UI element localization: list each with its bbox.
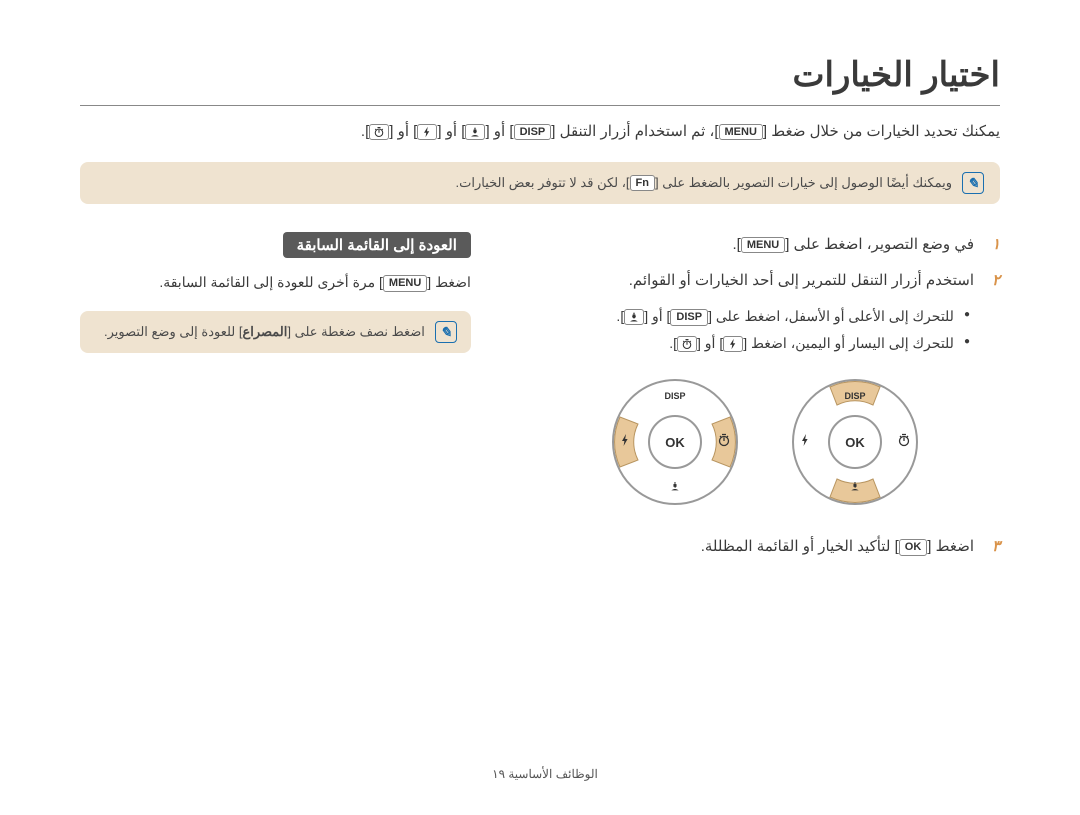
bullet-dot-2: ● [964,330,970,357]
intro-or1: أو [494,123,505,140]
step-2: ٢ استخدم أزرار التنقل للتمرير إلى أحد ال… [531,268,1000,294]
step3-after: لتأكيد الخيار أو القائمة المظللة. [701,538,891,555]
intro-text: يمكنك تحديد الخيارات من خلال ضغط [771,123,1000,140]
footer-page-number: ١٩ [492,767,505,781]
note1-pre: ويمكنك أيضًا الوصول إلى خيارات التصوير ب… [662,175,952,190]
flash-icon [417,124,437,140]
left-text2: مرة أخرى للعودة إلى القائمة السابقة. [159,274,375,290]
note1-after: ، لكن قد لا تتوفر بعض الخيارات. [456,175,626,190]
info-icon: ✎ [962,172,984,194]
step-num-3: ٣ [986,534,1000,560]
right-column: ١ في وضع التصوير، اضغط على [MENU]. ٢ است… [531,232,1000,570]
bullet2-end: . [669,335,673,351]
flower-icon-2 [624,309,644,325]
left-paragraph: اضغط [MENU] مرة أخرى للعودة إلى القائمة … [80,270,471,295]
footer-label: الوظائف الأساسية [508,767,598,781]
svg-text:OK: OK [666,435,686,450]
intro-or2: أو [446,123,457,140]
dial-leftright: OK DISP [605,372,745,512]
disp-button-label: DISP [514,124,552,141]
note-box-2: ✎ اضغط نصف ضغطة على [المصراع] للعودة إلى… [80,311,471,353]
menu-button-label-3: MENU [383,275,427,292]
intro-line: يمكنك تحديد الخيارات من خلال ضغط [MENU]،… [80,120,1000,144]
note2-pre: اضغط نصف ضغطة على [295,324,425,339]
note2-post: للعودة إلى وضع التصوير. [104,324,235,339]
page-title: اختيار الخيارات [80,55,1000,95]
step-3: ٣ اضغط [OK] لتأكيد الخيار أو القائمة الم… [531,534,1000,560]
bullet-dot: ● [964,303,970,330]
step-1: ١ في وضع التصوير، اضغط على [MENU]. [531,232,1000,258]
note2-text: اضغط نصف ضغطة على [المصراع] للعودة إلى و… [104,324,425,340]
timer-icon-2 [677,336,697,352]
info-icon-2: ✎ [435,321,457,343]
bullet-2: ● للتحرك إلى اليسار أو اليمين، اضغط [] أ… [531,330,970,357]
intro-after: ، ثم استخدام أزرار التنقل [560,123,715,140]
shutter-label: المصراع [242,324,287,339]
flower-icon [465,124,485,140]
bullet1-text: للتحرك إلى الأعلى أو الأسفل، اضغط على [716,308,954,324]
step-num-1: ١ [986,232,1000,258]
title-rule [80,105,1000,106]
bullet-1: ● للتحرك إلى الأعلى أو الأسفل، اضغط على … [531,303,970,330]
svg-text:DISP: DISP [665,391,686,401]
dial-row: OK DISP O [531,372,1000,512]
flash-icon-2 [723,336,743,352]
svg-text:DISP: DISP [845,391,866,401]
dial-updown: OK DISP [785,372,925,512]
bullet1-end: . [616,308,620,324]
disp-button-label-2: DISP [670,309,708,326]
menu-button-label-2: MENU [741,237,785,254]
left-text1: اضغط [435,274,471,290]
page-footer: الوظائف الأساسية ١٩ [0,767,1080,781]
step1-end: . [733,236,737,253]
intro-end: . [361,123,365,140]
content-columns: ١ في وضع التصوير، اضغط على [MENU]. ٢ است… [80,232,1000,570]
step2-text: استخدم أزرار التنقل للتمرير إلى أحد الخي… [531,268,974,294]
left-column: العودة إلى القائمة السابقة اضغط [MENU] م… [80,232,471,570]
ok-button-label: OK [899,539,928,556]
bullet1-or: أو [652,308,663,324]
sub-title: العودة إلى القائمة السابقة [283,232,471,258]
intro-or3: أو [398,123,409,140]
bullets: ● للتحرك إلى الأعلى أو الأسفل، اضغط على … [531,303,970,356]
note1-text: ويمكنك أيضًا الوصول إلى خيارات التصوير ب… [456,175,952,192]
step1-text: في وضع التصوير، اضغط على [794,236,974,253]
menu-button-label: MENU [719,124,763,141]
step3-text: اضغط [936,538,974,555]
step-num-2: ٢ [986,268,1000,294]
timer-icon [369,124,389,140]
svg-text:OK: OK [846,435,866,450]
bullet2-or: أو [705,335,716,351]
fn-button-label: Fn [630,175,655,192]
bullet2-text: للتحرك إلى اليسار أو اليمين، اضغط [751,335,954,351]
note-box-1: ✎ ويمكنك أيضًا الوصول إلى خيارات التصوير… [80,162,1000,204]
